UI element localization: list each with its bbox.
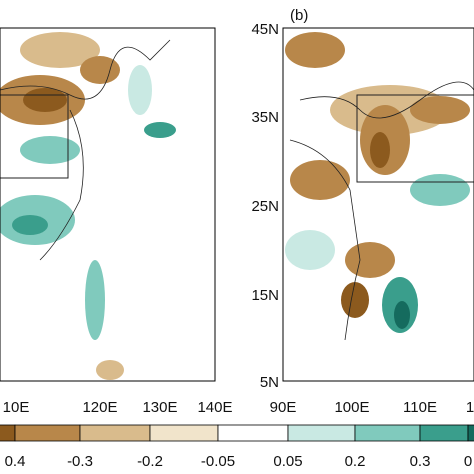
colorbar-segment [419,424,469,442]
colorbar-label: 0 [464,453,472,470]
left-frame [0,27,216,382]
y-tick-label: 45N [251,21,279,38]
x-tick-label: 1 [466,399,474,416]
colorbar-label: -0.3 [67,453,93,470]
x-tick-label: 110E [403,399,437,416]
colorbar-label: 0.2 [345,453,366,470]
colorbar-segment [354,424,421,442]
x-tick-label: 130E [142,399,177,416]
x-tick-label: 140E [197,399,232,416]
y-tick-label: 35N [251,109,279,126]
colorbar-segment [217,424,289,442]
colorbar-segment [287,424,356,442]
colorbar-segment [0,424,16,442]
colorbar-label: -0.2 [137,453,163,470]
left-map [0,28,215,381]
panel-label: (b) [290,7,308,24]
colorbar-segment [149,424,219,442]
y-tick-label: 25N [251,198,279,215]
colorbar-label: -0.05 [201,453,235,470]
right-frame [282,27,474,382]
colorbar-label: 0.05 [273,453,302,470]
y-tick-label: 5N [260,374,279,391]
colorbar-label: 0.4 [5,453,26,470]
colorbar-segment [467,424,474,442]
x-tick-label: 100E [334,399,369,416]
x-tick-label: 120E [82,399,117,416]
x-tick-label: 90E [270,399,297,416]
y-tick-label: 15N [251,287,279,304]
right-map [283,28,474,381]
colorbar-segment [79,424,151,442]
colorbar-segment [14,424,81,442]
x-tick-label: 10E [3,399,30,416]
colorbar-label: 0.3 [410,453,431,470]
